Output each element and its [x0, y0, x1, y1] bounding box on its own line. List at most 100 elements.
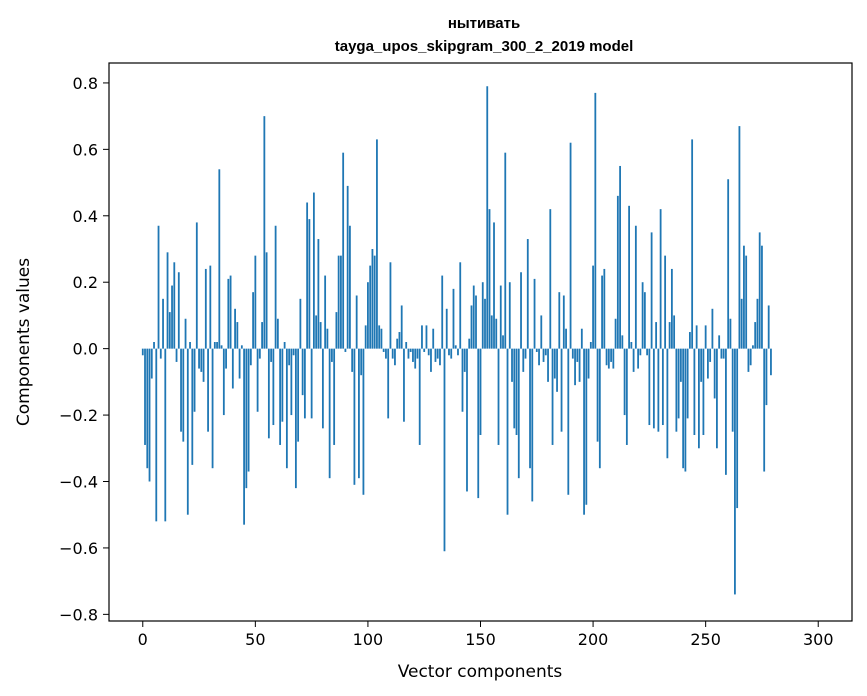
bar-3 — [148, 348, 151, 482]
bar-52 — [258, 348, 261, 359]
x-tick-label: 100 — [353, 630, 384, 649]
bar-190 — [569, 142, 572, 349]
y-tick-label: 0.2 — [73, 273, 98, 292]
bar-82 — [326, 328, 329, 349]
bar-163 — [508, 282, 511, 349]
bar-76 — [312, 192, 315, 349]
bar-22 — [191, 348, 194, 465]
bar-156 — [493, 222, 495, 349]
bar-73 — [306, 202, 309, 349]
bar-240 — [682, 348, 685, 469]
bar-269 — [747, 348, 750, 372]
bar-118 — [407, 348, 410, 359]
bar-104 — [376, 139, 378, 349]
bar-31 — [211, 348, 214, 469]
bar-75 — [310, 348, 313, 419]
bar-91 — [346, 185, 349, 349]
x-axis-label: Vector components — [398, 662, 563, 682]
bar-149 — [477, 348, 480, 499]
bar-93 — [351, 348, 354, 372]
bar-175 — [535, 348, 538, 352]
bar-192 — [574, 348, 576, 386]
bar-201 — [594, 92, 597, 349]
y-tick-label: −0.4 — [59, 473, 98, 492]
bar-248 — [700, 348, 703, 382]
bar-127 — [427, 348, 430, 356]
bar-78 — [317, 239, 320, 349]
bar-216 — [628, 205, 630, 349]
bar-105 — [378, 325, 381, 349]
bar-144 — [466, 348, 468, 492]
bar-96 — [358, 348, 360, 479]
bar-184 — [556, 348, 558, 392]
bar-188 — [565, 328, 567, 349]
bar-36 — [222, 348, 225, 416]
bar-72 — [303, 348, 306, 419]
bar-110 — [389, 262, 392, 349]
bar-272 — [754, 322, 757, 349]
bar-172 — [529, 348, 531, 469]
bar-79 — [319, 322, 322, 349]
bar-279 — [770, 348, 772, 376]
bar-273 — [756, 298, 759, 349]
bar-237 — [675, 348, 678, 432]
bar-256 — [718, 335, 721, 349]
bar-223 — [643, 292, 646, 349]
bar-6 — [155, 348, 158, 522]
bar-61 — [279, 348, 282, 445]
bar-129 — [432, 328, 435, 349]
bar-250 — [704, 325, 707, 349]
bar-168 — [520, 272, 522, 349]
bar-214 — [623, 348, 626, 416]
bar-209 — [612, 348, 615, 369]
bar-23 — [193, 348, 196, 412]
y-tick-label: 0.8 — [73, 74, 98, 93]
bar-74 — [308, 219, 311, 349]
bar-226 — [650, 232, 653, 349]
bar-107 — [382, 348, 385, 352]
bar-55 — [265, 252, 268, 349]
bar-33 — [216, 342, 218, 349]
bar-177 — [540, 315, 543, 349]
bar-130 — [434, 348, 437, 362]
bar-180 — [547, 348, 549, 382]
bar-202 — [596, 348, 599, 442]
x-tick-label: 200 — [578, 630, 609, 649]
bar-187 — [562, 295, 565, 349]
bar-108 — [385, 348, 387, 359]
bar-266 — [740, 298, 743, 349]
y-tick-label: 0.0 — [73, 340, 98, 359]
bar-194 — [578, 348, 581, 382]
bar-60 — [276, 318, 279, 349]
bar-246 — [695, 325, 698, 349]
bar-45 — [243, 348, 245, 525]
bar-260 — [727, 179, 730, 349]
bar-51 — [256, 348, 259, 412]
bar-115 — [400, 305, 403, 349]
bar-224 — [646, 348, 649, 356]
bar-229 — [657, 348, 660, 432]
bar-211 — [616, 195, 619, 349]
bar-170 — [524, 348, 527, 359]
y-tick-label: 0.4 — [73, 207, 98, 226]
y-axis-label: Components values — [14, 258, 34, 426]
bar-99 — [364, 325, 367, 349]
bar-157 — [495, 318, 498, 349]
bar-150 — [479, 348, 482, 435]
bar-0 — [141, 348, 144, 356]
bar-221 — [639, 348, 642, 356]
bar-49 — [252, 292, 254, 349]
bar-66 — [290, 348, 293, 416]
bar-222 — [641, 282, 644, 349]
x-tick-label: 0 — [138, 630, 148, 649]
bar-122 — [416, 348, 419, 359]
bar-140 — [457, 348, 459, 356]
bar-103 — [373, 255, 376, 349]
y-tick-label: −0.6 — [59, 539, 98, 558]
bar-147 — [472, 285, 475, 349]
bar-271 — [752, 345, 754, 349]
bar-90 — [344, 348, 347, 352]
bar-227 — [652, 348, 655, 429]
bar-135 — [445, 308, 448, 349]
bar-251 — [707, 348, 709, 379]
